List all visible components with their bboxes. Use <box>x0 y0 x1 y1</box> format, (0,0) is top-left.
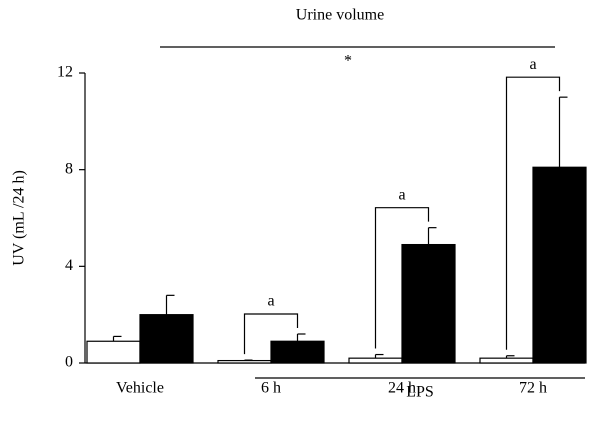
x-tick-label: 24 h <box>388 380 416 397</box>
y-tick-label: 4 <box>65 257 73 274</box>
y-tick-label: 8 <box>65 160 73 177</box>
significance-marker: * <box>344 53 352 70</box>
x-tick-label: Vehicle <box>116 380 164 397</box>
group-label: LPS <box>406 384 434 401</box>
x-tick-label: 72 h <box>519 380 547 397</box>
bar <box>217 359 272 364</box>
bar <box>401 243 456 364</box>
annotation: a <box>529 56 536 73</box>
bar <box>139 314 194 364</box>
y-axis-label: UV (mL /24 h) <box>11 170 28 266</box>
y-tick-label: 0 <box>65 354 73 371</box>
bar <box>270 340 325 364</box>
annotation: a <box>398 186 405 203</box>
y-tick-label: 12 <box>57 64 73 81</box>
bar <box>479 357 534 364</box>
chart-title: Urine volume <box>296 7 384 24</box>
bracket <box>243 313 299 355</box>
bar <box>532 166 587 364</box>
x-tick-label: 6 h <box>261 380 281 397</box>
bracket <box>505 76 561 350</box>
bracket <box>374 207 430 349</box>
bar <box>348 357 403 364</box>
bar <box>86 340 141 364</box>
annotation: a <box>267 293 274 310</box>
